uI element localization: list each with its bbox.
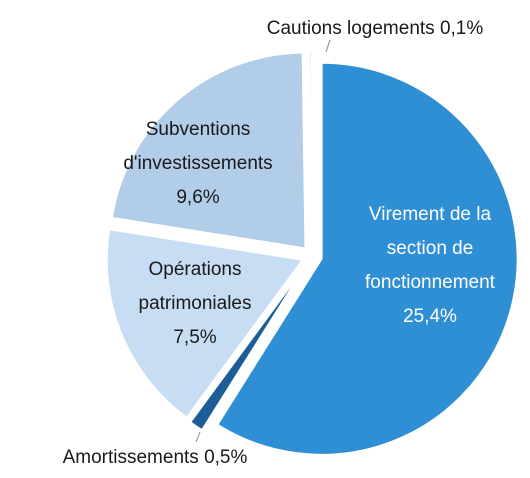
slice-label: Virement de la section de fonctionnement… [340,198,520,334]
value-label: 0,1% [439,18,484,39]
pie-slice [215,61,519,456]
value-label: 7,5% [173,327,217,348]
value-label: 9,6% [176,187,220,208]
pie-slice [308,49,313,247]
slice-label: Amortissements 0,5% [10,441,300,475]
leader-line [325,39,331,53]
pie-slice [105,228,305,420]
category-label: Opérations patrimoniales [138,259,252,314]
category-label: Virement de la section de fonctionnement [365,204,495,293]
slice-label: Opérations patrimoniales 7,5% [120,253,270,355]
pie-slice [188,263,308,432]
leader-line [195,431,201,443]
category-label: Amortissements [62,447,199,468]
value-label: 25,4% [403,306,457,327]
slice-label: Subventions d'investissements 9,6% [98,113,298,215]
category-label: Cautions logements [266,18,435,39]
slice-label: Cautions logements 0,1% [220,12,530,46]
category-label: Subventions d'investissements [123,119,273,174]
value-label: 0,5% [204,447,248,468]
pie-slice [110,51,307,250]
